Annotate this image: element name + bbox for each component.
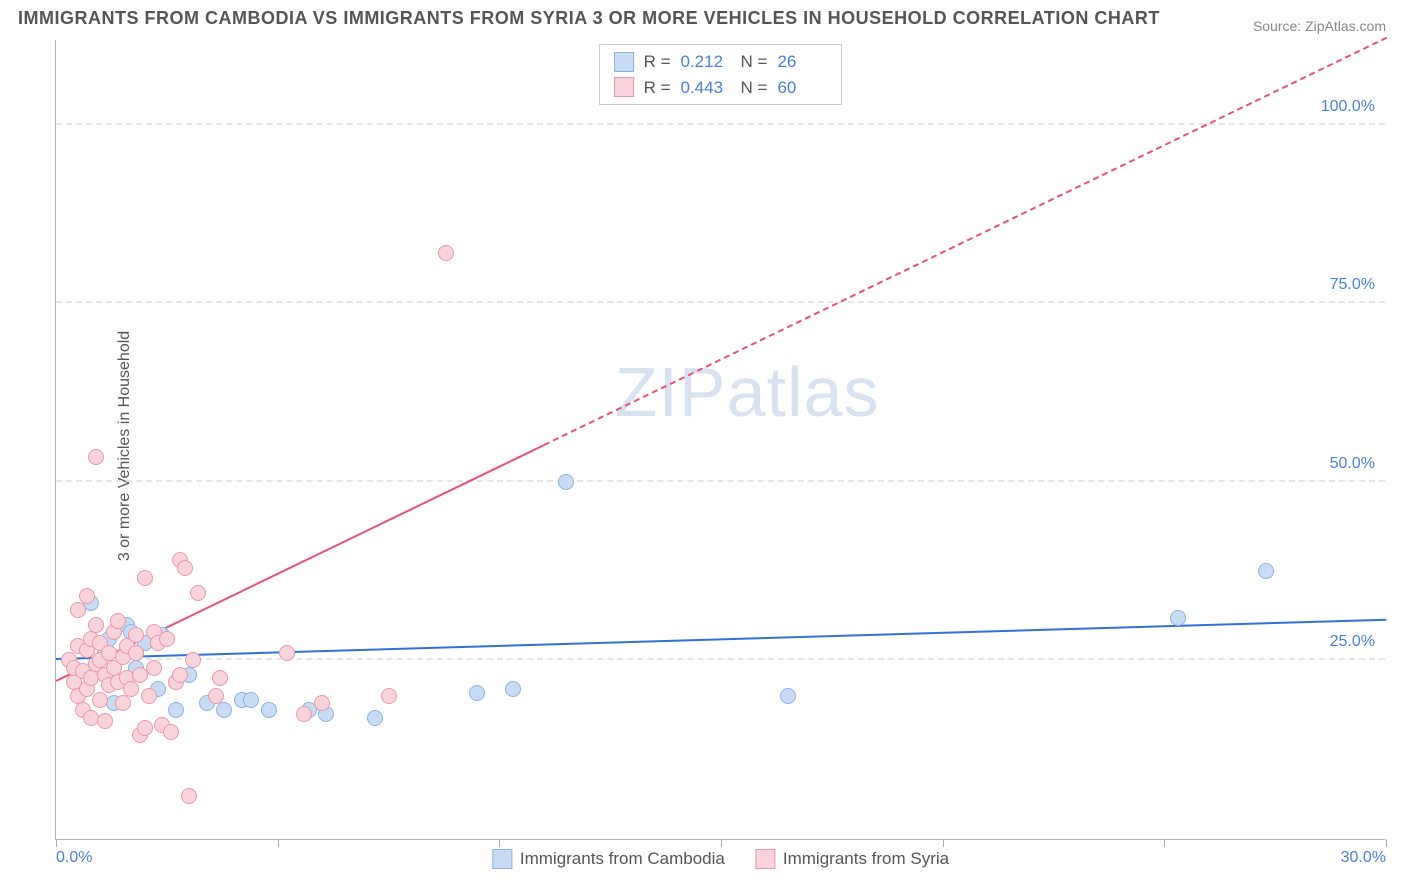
data-point: [558, 474, 574, 490]
data-point: [123, 681, 139, 697]
bottom-legend: Immigrants from Cambodia Immigrants from …: [492, 849, 949, 869]
stat-r-key: R =: [644, 75, 671, 101]
data-point: [1258, 563, 1274, 579]
plot-area: ZIPatlas R =0.212N =26R =0.443N =60 Immi…: [55, 40, 1385, 840]
stats-row: R = 0.212 N = 26: [614, 49, 828, 75]
stat-n-value: 60: [777, 75, 827, 101]
stat-n-key: N =: [741, 49, 768, 75]
legend-label: Immigrants from Cambodia: [520, 849, 725, 869]
data-point: [146, 660, 162, 676]
gridline: [56, 658, 1385, 660]
data-point: [163, 724, 179, 740]
data-point: [137, 720, 153, 736]
data-point: [88, 617, 104, 633]
data-point: [172, 667, 188, 683]
y-tick-label: 50.0%: [1330, 455, 1375, 473]
trend-line: [56, 619, 1386, 660]
data-point: [181, 788, 197, 804]
data-point: [97, 713, 113, 729]
x-tick-label: 0.0%: [56, 849, 92, 867]
legend-swatch: [492, 849, 512, 869]
data-point: [110, 613, 126, 629]
stat-n-key: N =: [741, 75, 768, 101]
data-point: [314, 695, 330, 711]
x-tick: [943, 839, 944, 847]
data-point: [128, 627, 144, 643]
stat-r-value: 0.443: [681, 75, 731, 101]
stat-r-value: 0.212: [681, 49, 731, 75]
stats-row: R = 0.443 N = 60: [614, 75, 828, 101]
data-point: [243, 692, 259, 708]
gridline: [56, 301, 1385, 303]
legend-item: Immigrants from Syria: [755, 849, 949, 869]
gridline: [56, 123, 1385, 125]
data-point: [141, 688, 157, 704]
y-tick-label: 100.0%: [1321, 98, 1375, 116]
data-point: [88, 449, 104, 465]
chart-title: IMMIGRANTS FROM CAMBODIA VS IMMIGRANTS F…: [18, 8, 1160, 29]
y-tick-label: 25.0%: [1330, 633, 1375, 651]
data-point: [505, 681, 521, 697]
data-point: [208, 688, 224, 704]
data-point: [177, 560, 193, 576]
data-point: [469, 685, 485, 701]
data-point: [212, 670, 228, 686]
legend-swatch: [614, 77, 634, 97]
stat-r-key: R =: [644, 49, 671, 75]
source-label: Source: ZipAtlas.com: [1253, 18, 1386, 34]
x-tick: [499, 839, 500, 847]
x-tick: [721, 839, 722, 847]
gridline: [56, 480, 1385, 482]
data-point: [279, 645, 295, 661]
data-point: [185, 652, 201, 668]
legend-swatch: [755, 849, 775, 869]
stats-legend-box: R = 0.212 N = 26 R = 0.443 N = 60: [599, 44, 843, 105]
data-point: [1170, 610, 1186, 626]
data-point: [190, 585, 206, 601]
stat-n-value: 26: [777, 49, 827, 75]
data-point: [70, 602, 86, 618]
data-point: [137, 570, 153, 586]
data-point: [438, 245, 454, 261]
data-point: [128, 645, 144, 661]
legend-item: Immigrants from Cambodia: [492, 849, 725, 869]
x-tick: [1164, 839, 1165, 847]
x-tick-label: 30.0%: [1341, 849, 1386, 867]
data-point: [216, 702, 232, 718]
x-tick: [1386, 839, 1387, 847]
legend-swatch: [614, 52, 634, 72]
data-point: [168, 702, 184, 718]
data-point: [115, 695, 131, 711]
x-tick: [56, 839, 57, 847]
data-point: [159, 631, 175, 647]
data-point: [780, 688, 796, 704]
data-point: [296, 706, 312, 722]
legend-label: Immigrants from Syria: [783, 849, 949, 869]
y-tick-label: 75.0%: [1330, 276, 1375, 294]
data-point: [92, 692, 108, 708]
data-point: [261, 702, 277, 718]
data-point: [367, 710, 383, 726]
data-point: [79, 588, 95, 604]
data-point: [381, 688, 397, 704]
x-tick: [278, 839, 279, 847]
